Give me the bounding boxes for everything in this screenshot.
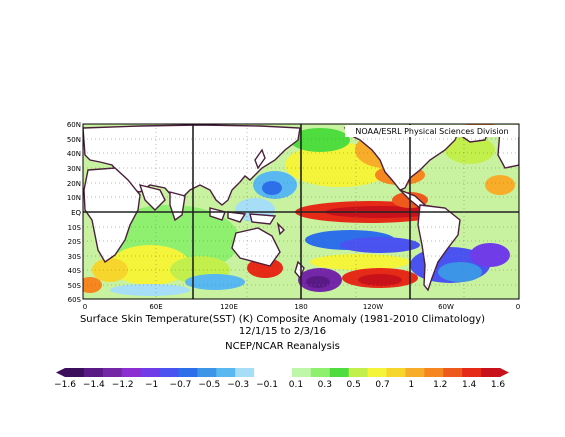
colorbar-swatch [140, 368, 161, 377]
colorbar-swatch [254, 368, 274, 377]
credit-text: NOAA/ESRL Physical Sciences Division [355, 127, 508, 136]
colorbar-tick-label: −1.4 [83, 380, 105, 390]
lat-label: 50N [67, 136, 81, 144]
colorbar-tick-label: −0.3 [227, 380, 249, 390]
lon-label: 180 [294, 303, 307, 311]
lat-label: 40S [68, 267, 82, 275]
lon-label: 0 [83, 303, 87, 311]
colorbar-tick-label: 0.3 [318, 380, 332, 390]
colorbar-swatch [348, 368, 369, 377]
colorbar-tick-label: 0.5 [347, 380, 361, 390]
colorbar-right-arrow [500, 368, 509, 377]
lat-label: 10N [67, 194, 81, 202]
colorbar-swatch [310, 368, 331, 377]
map-frame [82, 123, 520, 300]
colorbar-tick-label: −1.6 [54, 380, 76, 390]
lon-label: 120E [220, 303, 238, 311]
colorbar-tick-label: −0.7 [170, 380, 192, 390]
colorbar-swatch [443, 368, 463, 377]
lon-label: 0 [516, 303, 520, 311]
colorbar-swatch [367, 368, 388, 377]
colorbar-swatch [329, 368, 350, 377]
lon-label: 60W [438, 303, 454, 311]
colorbar-tick-label: 1.2 [433, 380, 447, 390]
lat-label: 20N [67, 180, 81, 188]
colorbar-tick-label: 1.6 [491, 380, 506, 390]
colorbar-tick-label: −1 [145, 380, 158, 390]
lat-label: 30N [67, 165, 81, 173]
colorbar-tick-label: −1.2 [112, 380, 134, 390]
lat-label: 60S [68, 296, 82, 304]
caption-title: Surface Skin Temperature(SST) (K) Compos… [79, 314, 486, 325]
lat-label: 60N [67, 121, 81, 129]
continents [83, 124, 519, 292]
colorbar [56, 368, 509, 377]
colorbar-tick-label: 1 [409, 380, 415, 390]
colorbar-swatch [386, 368, 406, 377]
lon-label: 60E [149, 303, 162, 311]
lat-label: 20S [68, 238, 82, 246]
colorbar-tick-label: −0.5 [198, 380, 220, 390]
colorbar-swatch [121, 368, 142, 377]
colorbar-tick-label: −0.1 [256, 380, 278, 390]
colorbar-swatch [159, 368, 179, 377]
colorbar-labels: −1.6 −1.4 −1.2 −1 −0.7 −0.5 −0.3 −0.1 0.1 0.3 0.5 0… [54, 380, 505, 390]
colorbar-tick-label: 1.4 [462, 380, 477, 390]
colorbar-left-arrow [56, 368, 65, 377]
colorbar-swatch [291, 368, 312, 377]
caption-dates: 12/1/15 to 2/3/16 [238, 326, 327, 337]
lat-label: 30S [68, 253, 82, 261]
colorbar-swatch [197, 368, 217, 377]
caption-source: NCEP/NCAR Reanalysis [225, 341, 340, 352]
colorbar-swatch [273, 368, 293, 377]
major-grid [83, 124, 519, 299]
colorbar-swatch [178, 368, 198, 377]
minor-grid [83, 124, 519, 299]
lat-label: 50S [68, 282, 82, 290]
colorbar-swatch [102, 368, 123, 377]
lat-label: 40N [67, 150, 81, 158]
colorbar-swatch [83, 368, 104, 377]
map-area: NOAA/ESRL Physical Sciences Division [83, 124, 519, 299]
colorbar-swatch [424, 368, 444, 377]
colorbar-swatch [216, 368, 236, 377]
colorbar-swatch [235, 368, 255, 377]
colorbar-swatch [405, 368, 425, 377]
lat-axis: 60N 50N 40N 30N 20N 10N EQ 10S 20S 30S 4… [67, 121, 82, 304]
lat-label: EQ [71, 209, 81, 217]
colorbar-swatch [65, 368, 85, 377]
credit-box [345, 125, 519, 137]
colorbar-tick-label: 0.7 [375, 380, 389, 390]
colorbar-tick-label: 0.1 [289, 380, 303, 390]
lon-label: 120W [363, 303, 383, 311]
lon-axis: 0 60E 120E 180 120W 60W 0 [83, 303, 520, 311]
colorbar-swatch [462, 368, 482, 377]
colorbar-swatch [481, 368, 501, 377]
lat-label: 10S [68, 224, 82, 232]
